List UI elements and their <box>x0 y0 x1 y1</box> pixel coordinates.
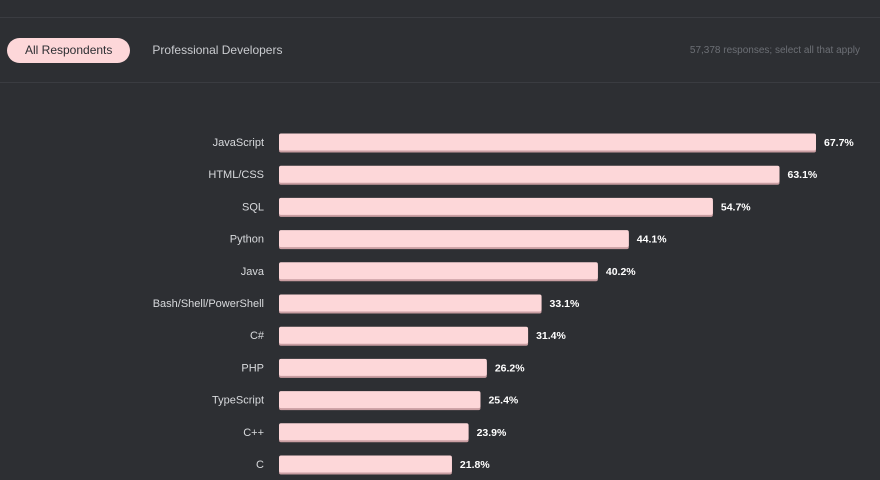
value-label: 26.2% <box>495 362 525 374</box>
bar[interactable] <box>279 165 780 183</box>
value-label: 21.8% <box>460 459 490 471</box>
category-label: HTML/CSS <box>208 169 264 181</box>
value-label: 54.7% <box>721 201 751 213</box>
bar[interactable] <box>279 197 713 215</box>
category-label: C <box>256 459 264 471</box>
category-label: TypeScript <box>212 395 264 407</box>
value-label: 44.1% <box>637 234 667 246</box>
value-label: 63.1% <box>788 169 818 181</box>
bar[interactable] <box>279 358 487 376</box>
bar[interactable] <box>279 455 452 473</box>
category-label: PHP <box>241 362 264 374</box>
tab-professional-developers[interactable]: Professional Developers <box>152 43 283 57</box>
category-label: Java <box>241 266 265 278</box>
category-label: C# <box>250 330 265 342</box>
value-label: 33.1% <box>550 298 580 310</box>
bar[interactable] <box>279 294 542 312</box>
value-label: 25.4% <box>488 395 518 407</box>
value-label: 23.9% <box>477 427 507 439</box>
bar[interactable] <box>279 326 529 344</box>
bar[interactable] <box>279 230 629 248</box>
category-label: C++ <box>243 427 264 439</box>
responses-note: 57,378 responses; select all that apply <box>689 45 860 56</box>
value-label: 40.2% <box>606 266 636 278</box>
value-label: 67.7% <box>824 137 854 149</box>
category-label: Python <box>230 234 264 246</box>
category-label: Bash/Shell/PowerShell <box>153 298 264 310</box>
category-label: SQL <box>242 201 264 213</box>
respondent-tabs: All Respondents Professional Developers <box>7 38 304 63</box>
bar[interactable] <box>279 262 598 280</box>
header-divider <box>0 82 880 83</box>
tab-all-respondents[interactable]: All Respondents <box>7 38 131 63</box>
bar[interactable] <box>279 133 816 151</box>
top-divider <box>0 17 880 18</box>
bar[interactable] <box>279 391 481 409</box>
value-label: 31.4% <box>536 330 566 342</box>
bar[interactable] <box>279 423 469 441</box>
category-label: JavaScript <box>213 137 264 149</box>
